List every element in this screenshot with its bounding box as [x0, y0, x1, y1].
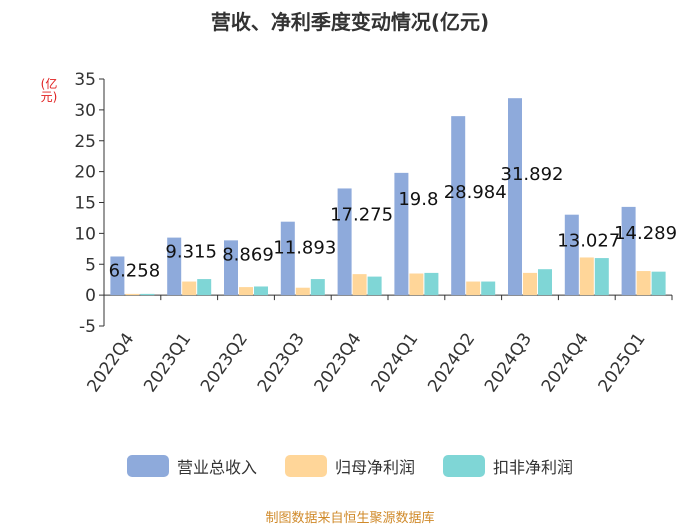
legend-label-net-profit: 归母净利润	[334, 458, 415, 477]
bar-deducted-profit	[424, 272, 439, 296]
bar-deducted-profit	[310, 279, 325, 296]
y-tick-label: 25	[74, 132, 96, 152]
bar-revenue	[110, 256, 125, 296]
bar-deducted-profit	[538, 269, 552, 296]
legend: 营业总收入 归母净利润 扣非净利润	[0, 454, 700, 478]
bar-net-profit	[409, 273, 424, 296]
legend-label-revenue: 营业总收入	[176, 458, 257, 477]
legend-label-deducted-profit: 扣非净利润	[493, 458, 574, 477]
y-axis-label: (亿元)	[40, 77, 58, 104]
bar-revenue	[621, 206, 636, 296]
data-label-revenue: 8.869	[222, 244, 274, 265]
bar-deducted-profit	[254, 286, 268, 296]
bar-deducted-profit	[197, 279, 212, 296]
bar-net-profit	[466, 281, 481, 296]
x-tick-label: 2024Q2	[424, 329, 479, 396]
bar-net-profit	[352, 274, 367, 296]
bar-deducted-profit	[140, 293, 155, 296]
data-label-revenue: 17.275	[330, 204, 393, 225]
x-tick-label: 2023Q4	[311, 329, 366, 396]
legend-swatch-deducted-profit	[443, 455, 485, 477]
y-tick-label: 5	[85, 255, 96, 275]
x-tick-label: 2024Q4	[538, 329, 593, 396]
bar-revenue	[337, 188, 352, 296]
y-tick-label: 10	[74, 224, 96, 244]
y-tick-label: 35	[74, 70, 96, 90]
legend-swatch-net-profit	[284, 455, 327, 477]
data-label-revenue: 13.027	[557, 231, 620, 252]
bar-revenue	[224, 240, 238, 296]
legend-item-revenue[interactable]: 营业总收入	[126, 454, 257, 478]
y-tick-label: 15	[74, 194, 96, 214]
data-label-revenue: 19.8	[398, 189, 438, 210]
x-tick-label: 2022Q4	[83, 329, 138, 396]
data-label-revenue: 14.289	[614, 223, 677, 244]
legend-swatch-revenue	[126, 455, 169, 477]
bar-revenue	[451, 116, 466, 296]
bar-net-profit	[295, 287, 310, 296]
bar-deducted-profit	[651, 271, 666, 296]
y-tick-label: 30	[74, 101, 96, 121]
x-tick-label: 2023Q1	[140, 329, 195, 396]
bar-revenue	[564, 214, 579, 296]
bar-net-profit	[579, 257, 594, 296]
bar-net-profit	[239, 287, 253, 296]
y-tick-label: 0	[85, 286, 96, 306]
data-label-revenue: 31.892	[501, 164, 564, 185]
bar-net-profit	[636, 271, 651, 296]
legend-item-deducted-profit[interactable]: 扣非净利润	[443, 454, 573, 478]
bar-deducted-profit	[594, 258, 609, 296]
chart-title: 营收、净利季度变动情况(亿元)	[210, 10, 490, 34]
x-tick-label: 2023Q3	[254, 329, 309, 396]
x-tick-label: 2023Q2	[197, 329, 252, 396]
bar-deducted-profit	[481, 281, 496, 296]
data-label-revenue: 11.893	[273, 238, 336, 259]
bar-net-profit	[125, 293, 140, 296]
x-tick-label: 2024Q3	[481, 329, 536, 396]
source-note: 制图数据来自恒生聚源数据库	[265, 511, 435, 526]
legend-item-net-profit[interactable]: 归母净利润	[284, 454, 415, 478]
bar-revenue	[394, 172, 409, 296]
bar-revenue	[508, 98, 522, 296]
data-label-revenue: 9.315	[165, 242, 217, 263]
y-tick-label: -5	[79, 317, 96, 337]
x-tick-label: 2025Q1	[595, 329, 650, 396]
data-label-revenue: 28.984	[444, 182, 507, 203]
y-tick-label: 20	[74, 163, 96, 183]
bar-deducted-profit	[367, 276, 382, 296]
bar-net-profit	[523, 272, 537, 296]
bar-revenue	[280, 221, 295, 296]
bar-net-profit	[182, 281, 197, 296]
data-label-revenue: 6.258	[109, 260, 161, 281]
x-tick-label: 2024Q1	[367, 329, 422, 396]
bar-revenue	[167, 237, 182, 296]
